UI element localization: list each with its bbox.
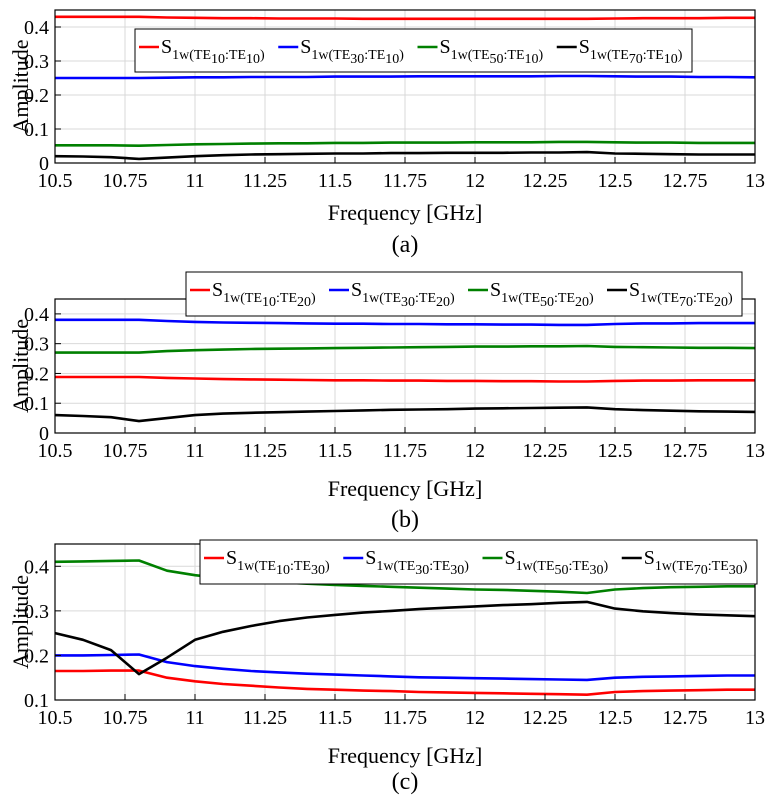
y-tick-label: 0.3 bbox=[24, 334, 49, 356]
x-tick-label: 13 bbox=[745, 707, 765, 729]
x-tick-label: 11.25 bbox=[243, 707, 287, 729]
legend-entry: S1w(TE10:TE10) bbox=[161, 36, 265, 67]
y-tick-label: 0.4 bbox=[24, 556, 49, 578]
y-axis-label: Amplitude bbox=[8, 39, 33, 133]
series-line-2 bbox=[55, 653, 755, 682]
x-tick-label: 11.5 bbox=[318, 707, 352, 729]
x-tick-label: 12.75 bbox=[663, 707, 708, 729]
legend-box bbox=[134, 28, 693, 73]
x-tick-label: 13 bbox=[745, 440, 765, 462]
legend-entry: S1w(TE30:TE30) bbox=[365, 547, 469, 578]
y-tick-label: 0.2 bbox=[24, 85, 49, 107]
legend-entry: S1w(TE10:TE30) bbox=[226, 547, 330, 578]
x-tick-label: 12 bbox=[465, 440, 485, 462]
legend: S1w(TE10:TE30) S1w(TE30:TE30) S1w(TE50:TE3… bbox=[199, 539, 758, 585]
series-line-1 bbox=[55, 669, 755, 697]
y-tick-label: 0.4 bbox=[24, 304, 49, 326]
x-tick-label: 11 bbox=[185, 170, 204, 192]
legend-entry: S1w(TE50:TE20) bbox=[490, 279, 594, 310]
x-tick-label: 12.5 bbox=[598, 440, 633, 462]
legend-entry: S1w(TE70:TE30) bbox=[644, 547, 748, 578]
x-tick-label: 11 bbox=[185, 440, 204, 462]
x-tick-label: 12 bbox=[465, 170, 485, 192]
x-axis-label: Frequency [GHz] bbox=[328, 476, 483, 501]
series-line-3 bbox=[54, 559, 755, 595]
y-axis-label: Amplitude bbox=[8, 575, 33, 669]
x-tick-label: 11.75 bbox=[383, 707, 427, 729]
x-tick-label: 12.5 bbox=[598, 170, 633, 192]
panel-caption: (c) bbox=[392, 769, 419, 795]
legend: S1w(TE10:TE20) S1w(TE30:TE20) S1w(TE50:TE2… bbox=[185, 271, 743, 317]
x-tick-label: 12.25 bbox=[523, 707, 568, 729]
y-axis-label: Amplitude bbox=[8, 319, 33, 413]
legend-box bbox=[185, 271, 743, 317]
legend-box bbox=[199, 539, 758, 585]
x-tick-label: 13 bbox=[745, 170, 765, 192]
legend-entry: S1w(TE70:TE10) bbox=[579, 36, 683, 67]
series-line-4 bbox=[54, 406, 756, 423]
chart-panel-1: 10.5 10.75 11 11.25 11.5 11.75 12 12.25 12.5 12.7… bbox=[8, 9, 765, 258]
y-tick-label: 0.2 bbox=[24, 645, 49, 667]
y-tick-label: 0.3 bbox=[24, 601, 49, 623]
y-tick-label: 0.3 bbox=[24, 51, 49, 73]
series-line-1 bbox=[55, 375, 755, 383]
series-line-4 bbox=[54, 150, 755, 161]
y-tick-label: 0.4 bbox=[24, 17, 49, 39]
x-tick-label: 11.75 bbox=[383, 170, 427, 192]
panel-caption: (b) bbox=[391, 507, 419, 533]
x-tick-label: 10.75 bbox=[103, 170, 148, 192]
legend-entry: S1w(TE30:TE10) bbox=[300, 36, 404, 67]
series-line-4 bbox=[54, 600, 756, 676]
x-tick-label: 12.5 bbox=[598, 707, 633, 729]
chart-panel-2: 10.5 10.75 11 11.25 11.5 11.75 12 12.25 12.5 12.7… bbox=[8, 271, 765, 533]
legend: S1w(TE10:TE10) S1w(TE30:TE10) S1w(TE50:TE1… bbox=[134, 28, 693, 73]
x-tick-label: 10.5 bbox=[38, 707, 73, 729]
x-tick-label: 10.75 bbox=[103, 440, 148, 462]
x-tick-label: 10.5 bbox=[38, 170, 73, 192]
panel-caption: (a) bbox=[392, 232, 419, 258]
legend-entry: S1w(TE50:TE30) bbox=[505, 547, 609, 578]
x-tick-label: 11.5 bbox=[318, 440, 352, 462]
x-tick-label: 10.5 bbox=[38, 440, 73, 462]
x-tick-label: 12.25 bbox=[523, 170, 568, 192]
series-line-2 bbox=[55, 74, 756, 80]
y-tick-label: 0.1 bbox=[24, 393, 49, 415]
x-tick-label: 11 bbox=[185, 707, 204, 729]
y-tick-label: 0.1 bbox=[24, 690, 49, 712]
legend-entry: S1w(TE70:TE20) bbox=[629, 279, 733, 310]
x-tick-label: 11.25 bbox=[243, 170, 287, 192]
x-axis-label: Frequency [GHz] bbox=[328, 743, 483, 768]
legend-entry: S1w(TE50:TE10) bbox=[440, 36, 544, 67]
x-tick-label: 12.25 bbox=[523, 440, 568, 462]
series-line-3 bbox=[55, 140, 755, 147]
x-tick-label: 10.75 bbox=[103, 707, 148, 729]
series-line-1 bbox=[55, 15, 755, 21]
x-tick-label: 11.75 bbox=[383, 440, 427, 462]
legend-entry: S1w(TE10:TE20) bbox=[212, 279, 316, 310]
chart-panel-3: 10.5 10.75 11 11.25 11.5 11.75 12 12.25 12.5 12.7… bbox=[8, 539, 765, 795]
x-axis-label: Frequency [GHz] bbox=[328, 200, 483, 225]
y-tick-label: 0 bbox=[39, 423, 49, 445]
x-tick-label: 12 bbox=[465, 707, 485, 729]
series-line-3 bbox=[55, 344, 756, 354]
x-tick-label: 11.25 bbox=[243, 440, 287, 462]
x-tick-label: 12.75 bbox=[663, 170, 708, 192]
y-tick-label: 0 bbox=[39, 153, 49, 175]
y-tick-label: 0.1 bbox=[24, 119, 49, 141]
x-tick-label: 11.5 bbox=[318, 170, 352, 192]
series-line-2 bbox=[55, 318, 755, 327]
x-tick-label: 12.75 bbox=[663, 440, 708, 462]
y-tick-label: 0.2 bbox=[24, 363, 49, 385]
legend-entry: S1w(TE30:TE20) bbox=[351, 279, 455, 310]
